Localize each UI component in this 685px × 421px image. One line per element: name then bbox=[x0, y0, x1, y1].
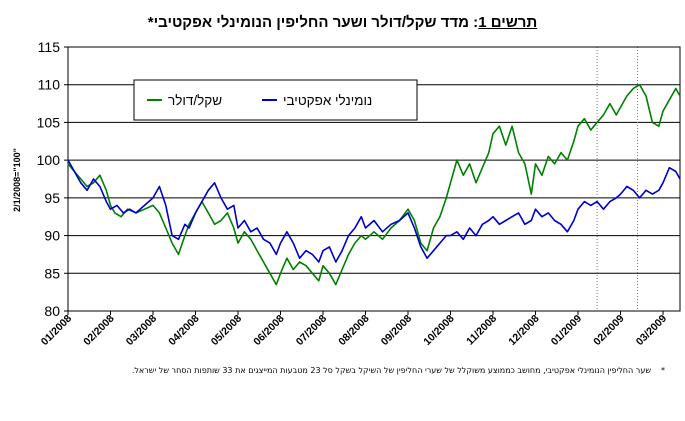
x-tick-label: 12/2008 bbox=[506, 313, 541, 348]
y-tick-label: 115 bbox=[38, 39, 61, 55]
x-tick-label: 08/2008 bbox=[336, 313, 371, 348]
x-tick-label: 02/2008 bbox=[81, 313, 116, 348]
dotted-vertical-lines bbox=[596, 47, 638, 311]
x-tick-label: 03/2009 bbox=[634, 313, 669, 348]
x-tick-label: 07/2008 bbox=[294, 313, 329, 348]
series-line-ils-usd bbox=[67, 83, 681, 286]
y-tick-label: 95 bbox=[44, 190, 60, 206]
x-tick-label: 03/2008 bbox=[124, 313, 159, 348]
x-axis-ticks: 01/2008 02/2008 03/2008 04/2008 05/2008 06/20… bbox=[39, 311, 669, 348]
y-axis-label: 2/1/2008="100" bbox=[12, 148, 22, 212]
x-tick-label: 11/2008 bbox=[464, 313, 499, 348]
x-tick-label: 10/2008 bbox=[421, 313, 456, 348]
y-tick-label: 105 bbox=[37, 114, 61, 130]
y-tick-label: 80 bbox=[44, 303, 60, 319]
y-tick-label: 90 bbox=[44, 228, 60, 244]
chart-title-text: : מדד שקל/דולר ושער החליפין הנומינלי אפק… bbox=[147, 14, 479, 31]
x-tick-label: 06/2008 bbox=[251, 313, 286, 348]
x-tick-label: 04/2008 bbox=[166, 313, 201, 348]
legend: שקל/דולר נומינלי אפקטיבי bbox=[133, 79, 418, 121]
legend-label-ils-usd: שקל/דולר bbox=[168, 93, 222, 108]
chart-title: תרשים 1: מדד שקל/דולר ושער החליפין הנומי… bbox=[0, 14, 685, 31]
y-tick-label: 110 bbox=[38, 77, 61, 93]
footnote-text: שער החליפין הנומינלי אפקטיבי, מחושב כממו… bbox=[131, 366, 651, 375]
x-tick-label: 01/2009 bbox=[549, 313, 584, 348]
x-tick-label: 09/2008 bbox=[379, 313, 414, 348]
y-axis-ticks: 80 85 90 95 100 105 110 115 bbox=[37, 39, 68, 319]
x-tick-label: 02/2009 bbox=[591, 313, 626, 348]
series-line-nominal-effective bbox=[67, 159, 681, 263]
series-lines bbox=[67, 83, 681, 286]
x-tick-label: 05/2008 bbox=[209, 313, 244, 348]
y-tick-label: 100 bbox=[37, 152, 61, 168]
footnote: * שער החליפין הנומינלי אפקטיבי, מחושב כממ… bbox=[10, 364, 665, 377]
y-tick-label: 85 bbox=[44, 265, 60, 281]
footnote-mark: * bbox=[661, 366, 665, 375]
legend-label-nominal-effective: נומינלי אפקטיבי bbox=[283, 93, 372, 108]
chart-title-label: תרשים 1 bbox=[478, 14, 538, 31]
